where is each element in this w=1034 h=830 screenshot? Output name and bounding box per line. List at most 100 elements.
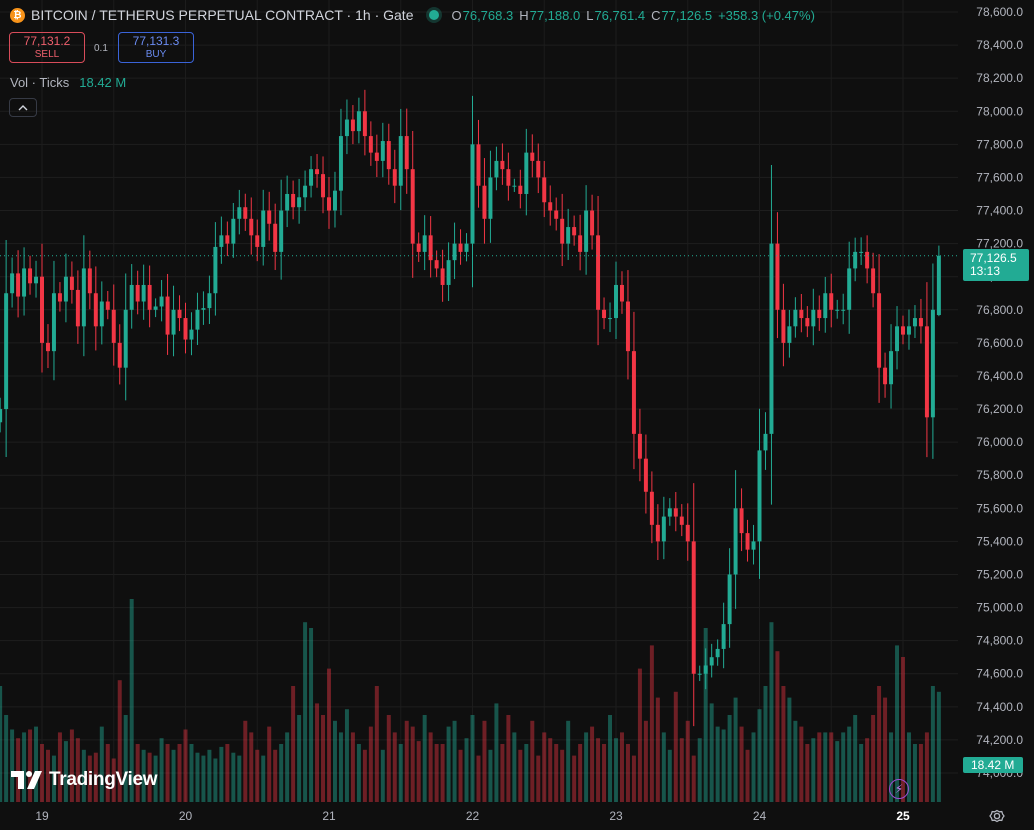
volume-bar: [769, 622, 774, 802]
candle-body: [655, 524, 660, 542]
price-axis-label: 74,200.0: [976, 733, 1023, 747]
candle-body: [614, 284, 618, 319]
candle-body: [57, 293, 62, 302]
time-axis-label: 22: [466, 809, 480, 823]
volume-bar: [512, 732, 517, 802]
volume-bar: [237, 755, 242, 802]
volume-bar: [482, 720, 487, 802]
bitcoin-icon: ₿: [10, 7, 25, 23]
candle-body: [637, 433, 642, 459]
lightning-icon[interactable]: ⚡: [889, 779, 909, 799]
candle-body: [153, 306, 158, 310]
volume-bar: [584, 732, 589, 802]
price-axis-label: 76,200.0: [976, 402, 1023, 416]
volume-bar: [267, 726, 272, 802]
time-axis-label: 20: [179, 809, 193, 823]
tradingview-logo[interactable]: TradingView: [11, 769, 158, 791]
current-price-label: 77,126.5 13:13: [963, 249, 1029, 281]
candle-body: [40, 276, 44, 343]
volume-bar: [859, 744, 864, 802]
low-value: 76,761.4: [594, 7, 646, 23]
candle-body: [625, 301, 630, 352]
candle-body: [673, 508, 678, 517]
volume-bar: [165, 744, 170, 802]
sell-button[interactable]: 77,131.2 SELL: [9, 32, 85, 63]
candle-body: [327, 197, 331, 211]
volume-legend[interactable]: Vol · Ticks 18.42 M: [10, 75, 126, 90]
candle-body: [458, 243, 463, 252]
candle-body: [75, 289, 80, 327]
tradingview-logo-icon: [11, 771, 42, 789]
time-axis-label: 19: [35, 809, 49, 823]
volume-bar: [649, 645, 654, 802]
candle-body: [763, 433, 768, 451]
buy-button[interactable]: 77,131.3 BUY: [118, 32, 194, 63]
candle-body: [249, 218, 254, 236]
candle-body: [488, 177, 493, 219]
volume-bar: [380, 749, 385, 802]
candle-body: [566, 227, 571, 244]
candle-body: [715, 648, 720, 658]
gear-icon[interactable]: [988, 807, 1006, 825]
candle-body: [805, 318, 810, 327]
candle-body: [721, 624, 726, 649]
volume-bar: [805, 744, 810, 802]
candle-body: [548, 202, 553, 211]
volume-bar: [332, 720, 337, 802]
candle-body: [129, 284, 134, 310]
volume-bar: [781, 686, 786, 802]
change-value: +358.3 (+0.47%): [718, 7, 815, 23]
candle-body: [45, 342, 50, 352]
candle-body: [213, 246, 218, 294]
candle-body: [219, 235, 224, 247]
candle-body: [201, 308, 206, 310]
volume-bar: [201, 755, 206, 802]
candle-body: [111, 309, 116, 343]
candle-body: [787, 326, 792, 343]
volume-bar: [841, 732, 846, 802]
volume-bar: [733, 697, 738, 802]
price-axis-label: 77,200.0: [976, 237, 1023, 251]
volume-bar: [309, 628, 314, 802]
volume-bar: [63, 741, 68, 802]
close-value: 77,126.5: [661, 7, 713, 23]
volume-bar: [721, 729, 726, 802]
candle-body: [410, 169, 415, 244]
ohlc-values: O76,768.3 H77,188.0 L76,761.4 C77,126.5 …: [451, 8, 814, 23]
volume-bar: [554, 744, 559, 802]
price-axis-label: 77,800.0: [976, 137, 1023, 151]
candle-body: [189, 329, 194, 340]
candle-body: [261, 210, 266, 247]
collapse-legend-button[interactable]: [9, 98, 37, 117]
symbol-title[interactable]: BITCOIN / TETHERUS PERPETUAL CONTRACT · …: [31, 7, 414, 23]
open-label: O: [451, 7, 462, 23]
volume-bar: [195, 752, 200, 802]
candle-body: [28, 268, 33, 284]
volume-bar: [183, 729, 188, 802]
volume-bar: [28, 729, 33, 802]
candle-body: [751, 541, 756, 550]
candle-body: [464, 243, 469, 252]
volume-bar: [679, 738, 684, 802]
candle-body: [105, 301, 110, 310]
candle-body: [775, 243, 780, 310]
volume-bar: [930, 686, 935, 802]
candle-body: [273, 223, 278, 252]
volume-bar: [745, 749, 750, 802]
price-axis-label: 74,400.0: [976, 700, 1023, 714]
spread-value: 0.1: [94, 43, 108, 54]
price-axis-label: 76,400.0: [976, 369, 1023, 383]
volume-bar: [608, 715, 613, 802]
candle-body: [877, 293, 882, 368]
volume-bar: [392, 732, 397, 802]
high-value: 77,188.0: [529, 7, 581, 23]
buy-price: 77,131.3: [132, 33, 180, 48]
volume-bar: [799, 726, 804, 802]
volume-bar: [219, 746, 224, 802]
candle-body: [231, 218, 236, 244]
candle-body: [793, 309, 798, 327]
volume-bar: [189, 744, 194, 802]
volume-bar: [631, 755, 636, 802]
price-axis-label: 77,400.0: [976, 204, 1023, 218]
